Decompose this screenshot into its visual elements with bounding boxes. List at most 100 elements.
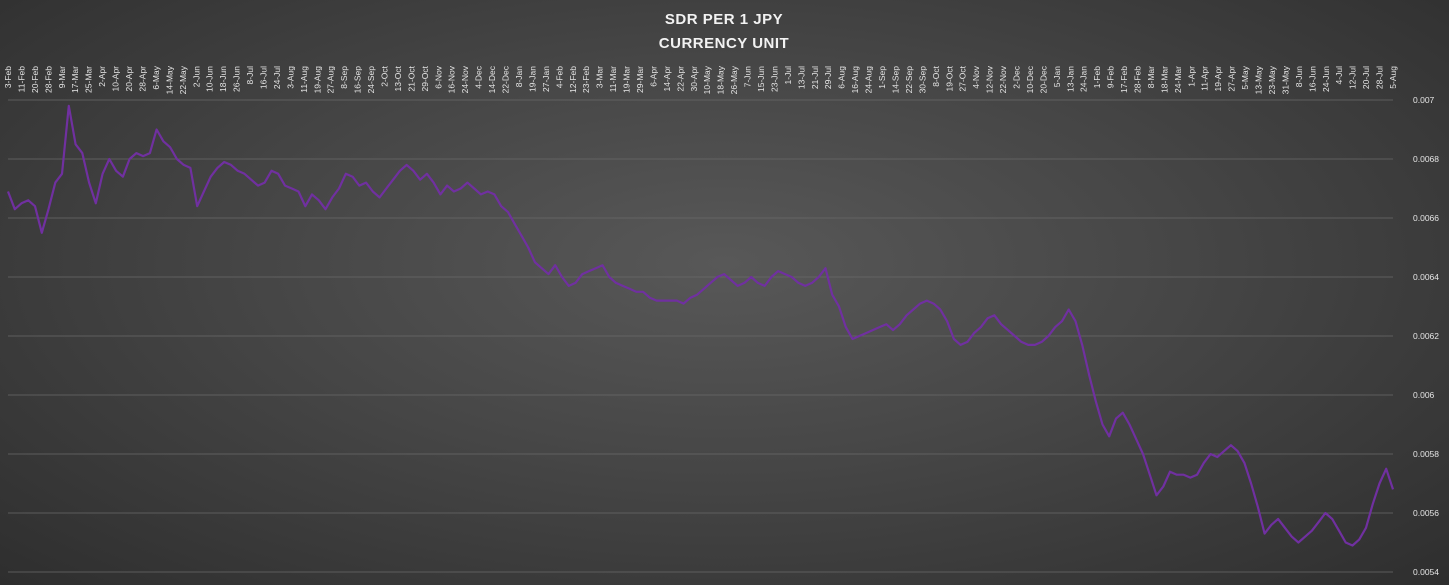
x-tick-label: 3-Feb: [3, 66, 13, 88]
gridlines: [8, 99, 1393, 573]
x-tick-label: 23-May: [1267, 65, 1277, 94]
x-tick-label: 1-Jul: [783, 66, 793, 85]
x-tick-label: 23-Feb: [581, 66, 591, 93]
x-tick-label: 3-Aug: [285, 66, 295, 89]
y-tick-label: 0.0054: [1413, 567, 1439, 577]
x-tick-label: 11-Feb: [16, 66, 26, 93]
x-axis-tick-labels: 3-Feb 11-Feb 20-Feb 28-Feb 9-Mar 17-Mar 25-Mar…: [3, 65, 1398, 94]
x-tick-label: 24-Jul: [272, 66, 282, 89]
x-tick-label: 6-May: [151, 65, 161, 89]
x-tick-label: 11-Aug: [299, 66, 309, 93]
x-tick-label: 16-Nov: [447, 65, 457, 93]
x-tick-label: 28-Feb: [1133, 66, 1143, 93]
x-tick-label: 20-Dec: [1038, 65, 1048, 93]
x-tick-label: 18-May: [716, 65, 726, 94]
x-tick-label: 2-Dec: [1012, 65, 1022, 88]
x-tick-label: 6-Apr: [648, 66, 658, 87]
x-tick-label: 19-Mar: [622, 66, 632, 93]
x-tick-label: 17-Feb: [1119, 66, 1129, 93]
x-tick-label: 10-May: [702, 65, 712, 94]
x-tick-label: 1-Apr: [1186, 66, 1196, 87]
x-tick-label: 7-Jun: [743, 66, 753, 88]
x-tick-label: 3-Mar: [595, 66, 605, 88]
x-tick-label: 27-Apr: [1227, 66, 1237, 92]
x-tick-label: 8-Jun: [1294, 66, 1304, 88]
x-tick-label: 14-Apr: [662, 66, 672, 92]
x-tick-label: 16-Aug: [850, 66, 860, 94]
x-tick-label: 15-Jun: [756, 66, 766, 92]
x-tick-label: 5-Jan: [1052, 66, 1062, 88]
x-tick-label: 4-Nov: [971, 65, 981, 88]
x-tick-label: 2-Oct: [380, 65, 390, 86]
x-tick-label: 29-Oct: [420, 65, 430, 91]
x-tick-label: 2-Jun: [191, 66, 201, 88]
x-tick-label: 8-Jan: [514, 66, 524, 88]
x-tick-label: 13-Jan: [1065, 66, 1075, 92]
x-tick-label: 1-Feb: [1092, 66, 1102, 88]
x-tick-label: 5-Aug: [1388, 66, 1398, 89]
x-tick-label: 22-Nov: [998, 65, 1008, 93]
x-tick-label: 10-Jun: [205, 66, 215, 92]
x-tick-label: 21-Jul: [810, 66, 820, 89]
x-tick-label: 22-May: [178, 65, 188, 94]
x-tick-label: 13-May: [1254, 65, 1264, 94]
x-tick-label: 12-Nov: [985, 65, 995, 93]
x-tick-label: 16-Jun: [1307, 66, 1317, 92]
x-tick-label: 10-Apr: [111, 66, 121, 92]
x-tick-label: 18-Jun: [218, 66, 228, 92]
x-tick-label: 14-Dec: [487, 65, 497, 93]
x-tick-label: 20-Apr: [124, 66, 134, 92]
y-axis-tick-labels: 0.0054 0.0056 0.0058 0.006 0.0062 0.0064 0.006…: [1413, 95, 1439, 577]
series-line: [6, 104, 1395, 547]
x-tick-label: 19-Jan: [527, 66, 537, 92]
x-tick-label: 26-Jun: [232, 66, 242, 92]
x-tick-label: 24-Nov: [460, 65, 470, 93]
x-tick-label: 12-Feb: [568, 66, 578, 93]
x-tick-label: 4-Dec: [474, 65, 484, 88]
x-tick-label: 8-Oct: [931, 65, 941, 86]
x-tick-label: 22-Dec: [501, 65, 511, 93]
x-tick-label: 26-May: [729, 65, 739, 94]
x-tick-label: 19-Aug: [312, 66, 322, 94]
x-tick-label: 27-Jan: [541, 66, 551, 92]
x-tick-label: 30-Sep: [917, 66, 927, 94]
x-tick-label: 28-Apr: [138, 66, 148, 92]
chart-title: SDR PER 1 JPY: [665, 11, 783, 28]
x-tick-label: 6-Nov: [433, 65, 443, 88]
x-tick-label: 27-Aug: [326, 66, 336, 94]
x-tick-label: 21-Oct: [406, 65, 416, 91]
x-tick-label: 9-Feb: [1106, 66, 1116, 88]
x-tick-label: 1-Sep: [877, 66, 887, 89]
x-tick-label: 13-Jul: [796, 66, 806, 89]
x-tick-label: 18-Mar: [1159, 66, 1169, 93]
x-tick-label: 13-Oct: [393, 65, 403, 91]
x-tick-label: 24-Jun: [1321, 66, 1331, 92]
x-tick-label: 8-Mar: [1146, 66, 1156, 88]
x-tick-label: 22-Sep: [904, 66, 914, 94]
x-tick-label: 24-Jan: [1079, 66, 1089, 92]
x-tick-label: 8-Sep: [339, 66, 349, 89]
x-tick-label: 17-Mar: [70, 66, 80, 93]
x-tick-label: 2-Apr: [97, 66, 107, 87]
x-tick-label: 24-Aug: [864, 66, 874, 94]
x-tick-label: 20-Feb: [30, 66, 40, 93]
x-tick-label: 20-Jul: [1361, 66, 1371, 89]
series-layer: [6, 104, 1395, 547]
chart-subtitle: CURRENCY UNIT: [659, 35, 789, 52]
y-tick-label: 0.0068: [1413, 154, 1439, 164]
x-tick-label: 28-Feb: [43, 66, 53, 93]
x-tick-label: 29-Mar: [635, 66, 645, 93]
x-tick-label: 31-May: [1280, 65, 1290, 94]
x-tick-label: 22-Apr: [675, 66, 685, 92]
x-tick-label: 29-Jul: [823, 66, 833, 89]
x-tick-label: 9-Mar: [57, 66, 67, 88]
x-tick-label: 19-Oct: [944, 65, 954, 91]
y-tick-label: 0.0062: [1413, 331, 1439, 341]
x-tick-label: 6-Aug: [837, 66, 847, 89]
x-tick-label: 16-Sep: [353, 66, 363, 94]
x-tick-label: 5-May: [1240, 65, 1250, 89]
y-tick-label: 0.0066: [1413, 213, 1439, 223]
x-tick-label: 24-Sep: [366, 66, 376, 94]
x-tick-label: 4-Jul: [1334, 66, 1344, 85]
x-tick-label: 24-Mar: [1173, 66, 1183, 93]
